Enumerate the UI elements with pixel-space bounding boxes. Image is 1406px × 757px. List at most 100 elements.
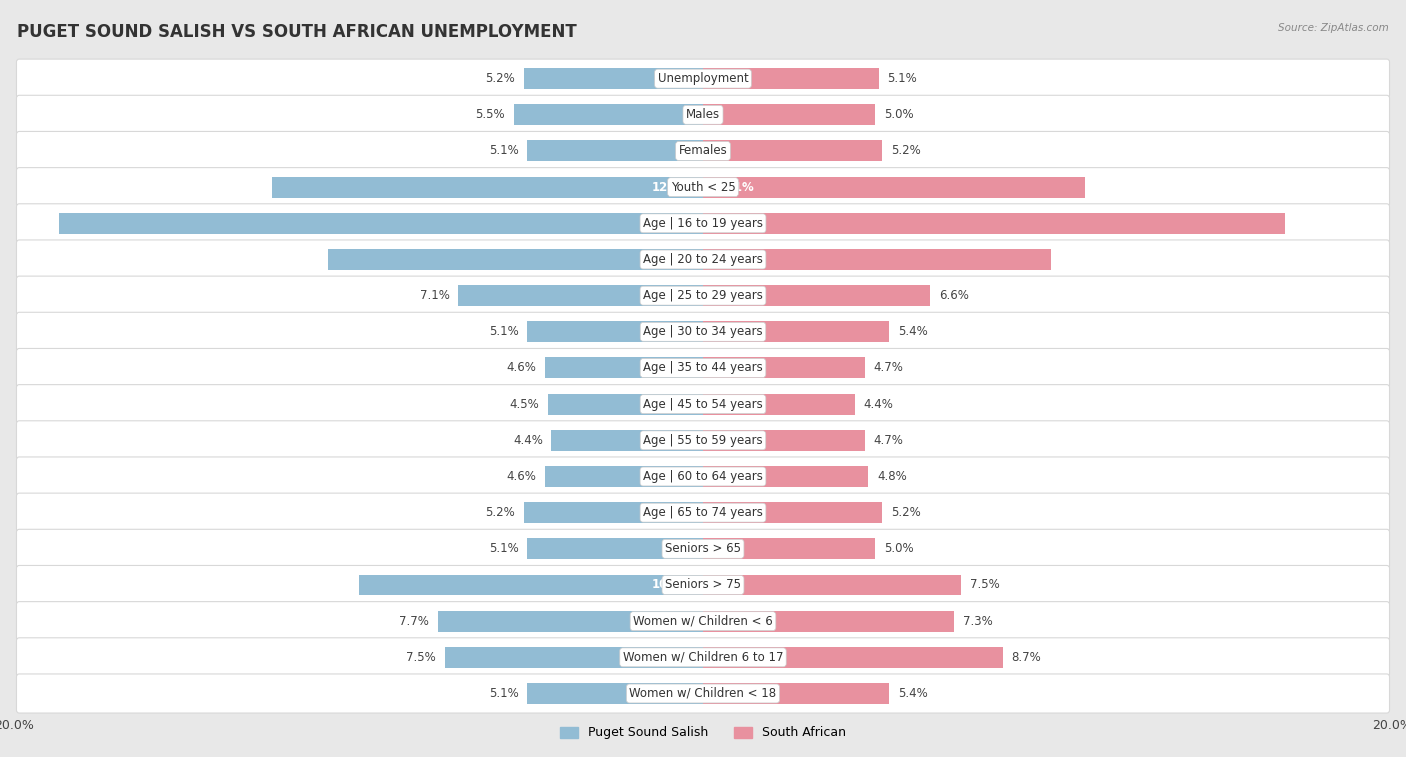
FancyBboxPatch shape bbox=[17, 638, 1389, 677]
Text: 10.9%: 10.9% bbox=[652, 253, 693, 266]
FancyBboxPatch shape bbox=[17, 529, 1389, 569]
Bar bbox=[524, 502, 703, 523]
FancyBboxPatch shape bbox=[17, 421, 1389, 459]
Text: 11.1%: 11.1% bbox=[713, 181, 754, 194]
Text: Age | 55 to 59 years: Age | 55 to 59 years bbox=[643, 434, 763, 447]
Bar bbox=[524, 68, 703, 89]
Text: 4.4%: 4.4% bbox=[513, 434, 543, 447]
Bar bbox=[458, 285, 703, 306]
FancyBboxPatch shape bbox=[17, 602, 1389, 640]
Text: 7.7%: 7.7% bbox=[399, 615, 429, 628]
Bar bbox=[59, 213, 703, 234]
Text: 5.1%: 5.1% bbox=[887, 72, 917, 85]
FancyBboxPatch shape bbox=[17, 313, 1389, 351]
FancyBboxPatch shape bbox=[17, 493, 1389, 532]
Text: Males: Males bbox=[686, 108, 720, 121]
Text: Age | 65 to 74 years: Age | 65 to 74 years bbox=[643, 506, 763, 519]
Text: 5.1%: 5.1% bbox=[489, 542, 519, 556]
FancyBboxPatch shape bbox=[17, 95, 1389, 134]
Text: 5.4%: 5.4% bbox=[897, 326, 928, 338]
FancyBboxPatch shape bbox=[17, 457, 1389, 496]
Text: Unemployment: Unemployment bbox=[658, 72, 748, 85]
Text: 7.1%: 7.1% bbox=[420, 289, 450, 302]
Text: Women w/ Children 6 to 17: Women w/ Children 6 to 17 bbox=[623, 651, 783, 664]
Text: 5.1%: 5.1% bbox=[489, 145, 519, 157]
FancyBboxPatch shape bbox=[17, 204, 1389, 243]
Bar bbox=[703, 502, 882, 523]
Text: 4.6%: 4.6% bbox=[506, 470, 536, 483]
Bar bbox=[359, 575, 703, 596]
FancyBboxPatch shape bbox=[17, 565, 1389, 605]
Text: 5.0%: 5.0% bbox=[884, 542, 914, 556]
FancyBboxPatch shape bbox=[17, 59, 1389, 98]
Text: 16.9%: 16.9% bbox=[713, 217, 755, 230]
Bar bbox=[703, 357, 865, 378]
Text: 8.7%: 8.7% bbox=[1011, 651, 1040, 664]
Text: 7.5%: 7.5% bbox=[406, 651, 436, 664]
Bar bbox=[437, 611, 703, 631]
Bar bbox=[703, 68, 879, 89]
Bar bbox=[703, 683, 889, 704]
Text: 10.0%: 10.0% bbox=[652, 578, 693, 591]
Text: Age | 60 to 64 years: Age | 60 to 64 years bbox=[643, 470, 763, 483]
Text: Females: Females bbox=[679, 145, 727, 157]
Text: 4.7%: 4.7% bbox=[873, 434, 904, 447]
Text: 5.2%: 5.2% bbox=[485, 72, 515, 85]
Text: 4.8%: 4.8% bbox=[877, 470, 907, 483]
Bar bbox=[703, 646, 1002, 668]
FancyBboxPatch shape bbox=[17, 276, 1389, 315]
Bar bbox=[703, 249, 1050, 270]
Bar bbox=[548, 394, 703, 415]
Bar bbox=[703, 538, 875, 559]
Legend: Puget Sound Salish, South African: Puget Sound Salish, South African bbox=[554, 721, 852, 744]
Text: Source: ZipAtlas.com: Source: ZipAtlas.com bbox=[1278, 23, 1389, 33]
Text: 7.3%: 7.3% bbox=[963, 615, 993, 628]
Bar bbox=[703, 394, 855, 415]
Bar bbox=[527, 141, 703, 161]
Bar bbox=[703, 104, 875, 126]
Bar bbox=[544, 357, 703, 378]
Text: 18.7%: 18.7% bbox=[652, 217, 693, 230]
FancyBboxPatch shape bbox=[17, 132, 1389, 170]
Text: Youth < 25: Youth < 25 bbox=[671, 181, 735, 194]
Bar bbox=[703, 176, 1085, 198]
Bar bbox=[551, 430, 703, 451]
Bar bbox=[703, 575, 962, 596]
FancyBboxPatch shape bbox=[17, 348, 1389, 388]
Text: 5.1%: 5.1% bbox=[489, 326, 519, 338]
Bar bbox=[703, 213, 1285, 234]
Text: 10.1%: 10.1% bbox=[713, 253, 754, 266]
Text: Seniors > 65: Seniors > 65 bbox=[665, 542, 741, 556]
Text: 7.5%: 7.5% bbox=[970, 578, 1000, 591]
Bar bbox=[527, 321, 703, 342]
Text: Women w/ Children < 6: Women w/ Children < 6 bbox=[633, 615, 773, 628]
Bar bbox=[703, 430, 865, 451]
Text: 5.1%: 5.1% bbox=[489, 687, 519, 700]
Text: Age | 35 to 44 years: Age | 35 to 44 years bbox=[643, 362, 763, 375]
Bar bbox=[513, 104, 703, 126]
Text: 5.4%: 5.4% bbox=[897, 687, 928, 700]
Text: 5.2%: 5.2% bbox=[485, 506, 515, 519]
Text: Women w/ Children < 18: Women w/ Children < 18 bbox=[630, 687, 776, 700]
Text: 12.5%: 12.5% bbox=[652, 181, 693, 194]
Text: 5.5%: 5.5% bbox=[475, 108, 505, 121]
Bar bbox=[703, 285, 931, 306]
Text: 5.2%: 5.2% bbox=[891, 145, 921, 157]
Bar bbox=[703, 466, 869, 487]
Text: 6.6%: 6.6% bbox=[939, 289, 969, 302]
Text: 5.2%: 5.2% bbox=[891, 506, 921, 519]
Bar bbox=[527, 538, 703, 559]
FancyBboxPatch shape bbox=[17, 240, 1389, 279]
Text: Age | 25 to 29 years: Age | 25 to 29 years bbox=[643, 289, 763, 302]
Text: 4.7%: 4.7% bbox=[873, 362, 904, 375]
Bar bbox=[703, 611, 955, 631]
FancyBboxPatch shape bbox=[17, 167, 1389, 207]
Text: 4.6%: 4.6% bbox=[506, 362, 536, 375]
Text: 4.5%: 4.5% bbox=[509, 397, 540, 410]
Text: 5.0%: 5.0% bbox=[884, 108, 914, 121]
Bar bbox=[703, 321, 889, 342]
Text: Age | 16 to 19 years: Age | 16 to 19 years bbox=[643, 217, 763, 230]
Text: Age | 45 to 54 years: Age | 45 to 54 years bbox=[643, 397, 763, 410]
Bar bbox=[527, 683, 703, 704]
Bar bbox=[544, 466, 703, 487]
